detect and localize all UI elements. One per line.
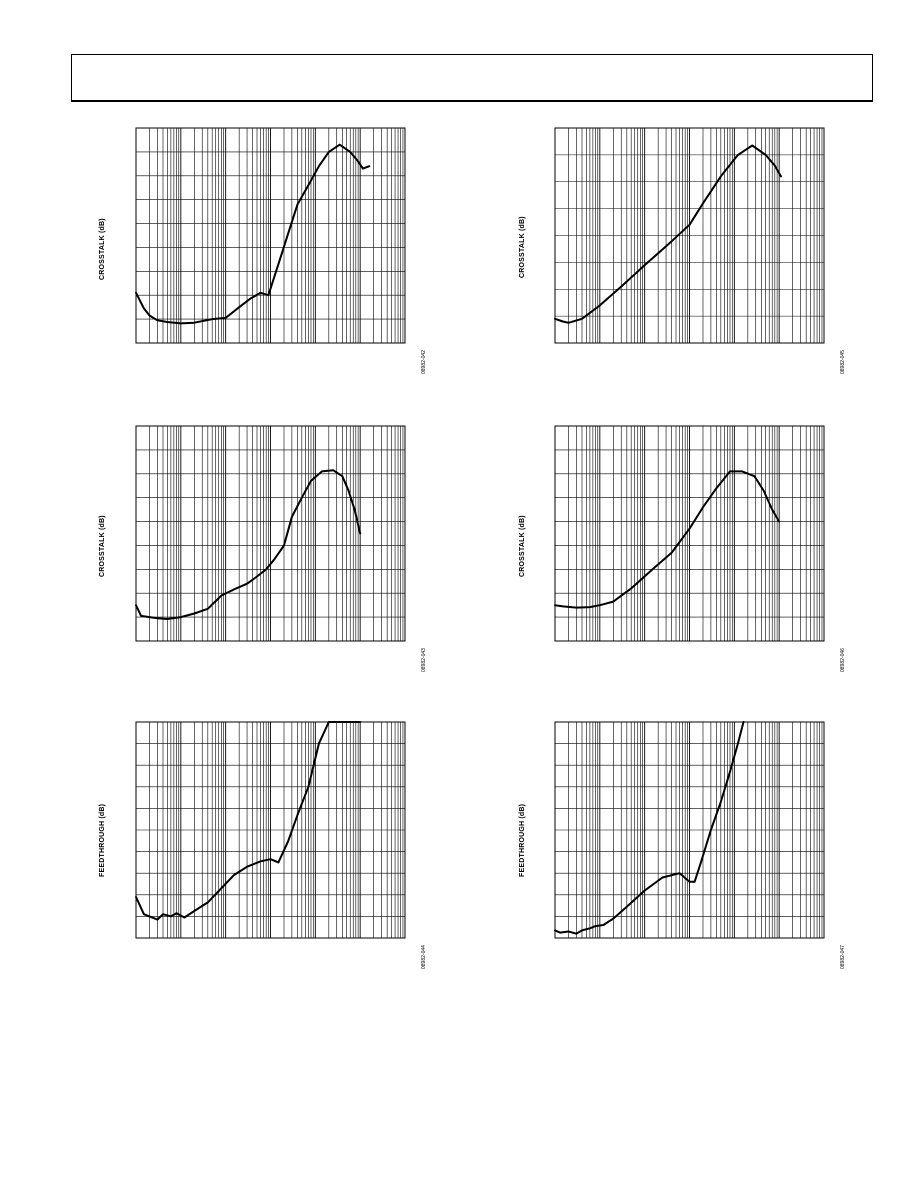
series-line: [554, 470, 781, 609]
series-line: [554, 721, 745, 935]
series-line: [135, 143, 371, 325]
plot-frame: [135, 425, 406, 642]
y-axis-label: FEEDTHROUGH (dB): [519, 803, 526, 877]
plot-frame: [135, 127, 406, 344]
page-header-box: [71, 54, 873, 102]
figure-id: 08982-047: [840, 945, 846, 969]
series-line: [554, 144, 782, 324]
plot-frame: [554, 127, 825, 344]
plot-frame: [554, 721, 825, 939]
series-line: [135, 721, 362, 921]
series-line: [135, 469, 362, 620]
plot-frame: [554, 425, 825, 642]
plot-frame: [135, 721, 406, 939]
